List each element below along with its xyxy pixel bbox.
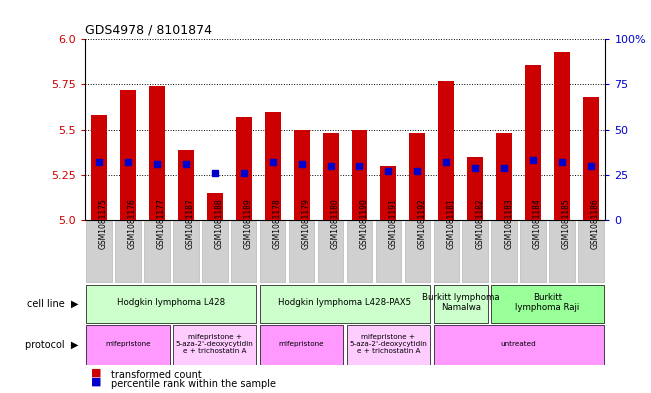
FancyBboxPatch shape	[173, 325, 256, 365]
FancyBboxPatch shape	[318, 221, 343, 282]
Text: protocol  ▶: protocol ▶	[25, 340, 78, 350]
Text: GSM1081186: GSM1081186	[591, 198, 600, 249]
Text: GSM1081187: GSM1081187	[186, 198, 195, 249]
Bar	[323, 133, 339, 220]
Text: GSM1081182: GSM1081182	[475, 198, 484, 248]
Text: GSM1081188: GSM1081188	[215, 198, 224, 248]
Text: GSM1081178: GSM1081178	[273, 198, 282, 249]
FancyBboxPatch shape	[87, 221, 112, 282]
Text: GSM1081191: GSM1081191	[389, 198, 397, 249]
FancyBboxPatch shape	[260, 285, 430, 323]
Bar	[438, 81, 454, 220]
Text: mifepristone +
5-aza-2'-deoxycytidin
e + trichostatin A: mifepristone + 5-aza-2'-deoxycytidin e +…	[350, 334, 427, 354]
Text: ■: ■	[91, 367, 102, 377]
Text: Burkitt
lymphoma Raji: Burkitt lymphoma Raji	[516, 293, 579, 312]
Text: GDS4978 / 8101874: GDS4978 / 8101874	[85, 24, 212, 37]
FancyBboxPatch shape	[231, 221, 256, 282]
Bar	[178, 150, 194, 220]
Text: GSM1081180: GSM1081180	[331, 198, 340, 249]
Text: Hodgkin lymphoma L428: Hodgkin lymphoma L428	[117, 298, 225, 307]
Text: mifepristone: mifepristone	[279, 341, 324, 347]
Text: mifepristone +
5-aza-2'-deoxycytidin
e + trichostatin A: mifepristone + 5-aza-2'-deoxycytidin e +…	[176, 334, 254, 354]
Text: Burkitt lymphoma
Namalwa: Burkitt lymphoma Namalwa	[422, 293, 499, 312]
FancyBboxPatch shape	[462, 221, 488, 282]
Text: GSM1081175: GSM1081175	[99, 198, 108, 249]
FancyBboxPatch shape	[145, 221, 170, 282]
FancyBboxPatch shape	[405, 221, 430, 282]
FancyBboxPatch shape	[115, 221, 141, 282]
FancyBboxPatch shape	[87, 325, 170, 365]
Text: Hodgkin lymphoma L428-PAX5: Hodgkin lymphoma L428-PAX5	[279, 298, 411, 307]
Text: GSM1081189: GSM1081189	[243, 198, 253, 249]
Text: transformed count: transformed count	[111, 370, 201, 380]
Bar	[120, 90, 136, 220]
Text: GSM1081190: GSM1081190	[359, 198, 368, 249]
Text: untreated: untreated	[501, 341, 536, 347]
FancyBboxPatch shape	[87, 285, 256, 323]
FancyBboxPatch shape	[347, 325, 430, 365]
FancyBboxPatch shape	[492, 221, 517, 282]
Bar	[91, 115, 107, 220]
Bar	[149, 86, 165, 220]
FancyBboxPatch shape	[347, 221, 372, 282]
Text: cell line  ▶: cell line ▶	[27, 299, 78, 309]
FancyBboxPatch shape	[492, 285, 603, 323]
Text: GSM1081176: GSM1081176	[128, 198, 137, 249]
Bar	[554, 52, 570, 220]
Text: GSM1081179: GSM1081179	[301, 198, 311, 249]
Bar	[467, 157, 483, 220]
FancyBboxPatch shape	[202, 221, 228, 282]
Bar	[352, 130, 367, 220]
Bar	[380, 166, 396, 220]
Bar	[236, 117, 252, 220]
Text: ■: ■	[91, 376, 102, 386]
Text: GSM1081181: GSM1081181	[447, 198, 455, 248]
Text: GSM1081183: GSM1081183	[504, 198, 513, 249]
FancyBboxPatch shape	[260, 325, 343, 365]
Bar	[496, 133, 512, 220]
FancyBboxPatch shape	[434, 325, 603, 365]
Bar	[409, 133, 425, 220]
FancyBboxPatch shape	[173, 221, 199, 282]
FancyBboxPatch shape	[289, 221, 314, 282]
Bar	[525, 64, 541, 220]
Bar	[207, 193, 223, 220]
Text: GSM1081177: GSM1081177	[157, 198, 166, 249]
Text: GSM1081192: GSM1081192	[417, 198, 426, 249]
FancyBboxPatch shape	[578, 221, 603, 282]
Text: GSM1081185: GSM1081185	[562, 198, 571, 249]
Bar	[265, 112, 281, 220]
Text: mifepristone: mifepristone	[105, 341, 151, 347]
Bar	[294, 130, 310, 220]
FancyBboxPatch shape	[549, 221, 575, 282]
FancyBboxPatch shape	[376, 221, 401, 282]
Text: percentile rank within the sample: percentile rank within the sample	[111, 379, 275, 389]
Text: GSM1081184: GSM1081184	[533, 198, 542, 249]
FancyBboxPatch shape	[260, 221, 285, 282]
FancyBboxPatch shape	[520, 221, 546, 282]
FancyBboxPatch shape	[434, 285, 488, 323]
Bar	[583, 97, 599, 220]
FancyBboxPatch shape	[434, 221, 459, 282]
